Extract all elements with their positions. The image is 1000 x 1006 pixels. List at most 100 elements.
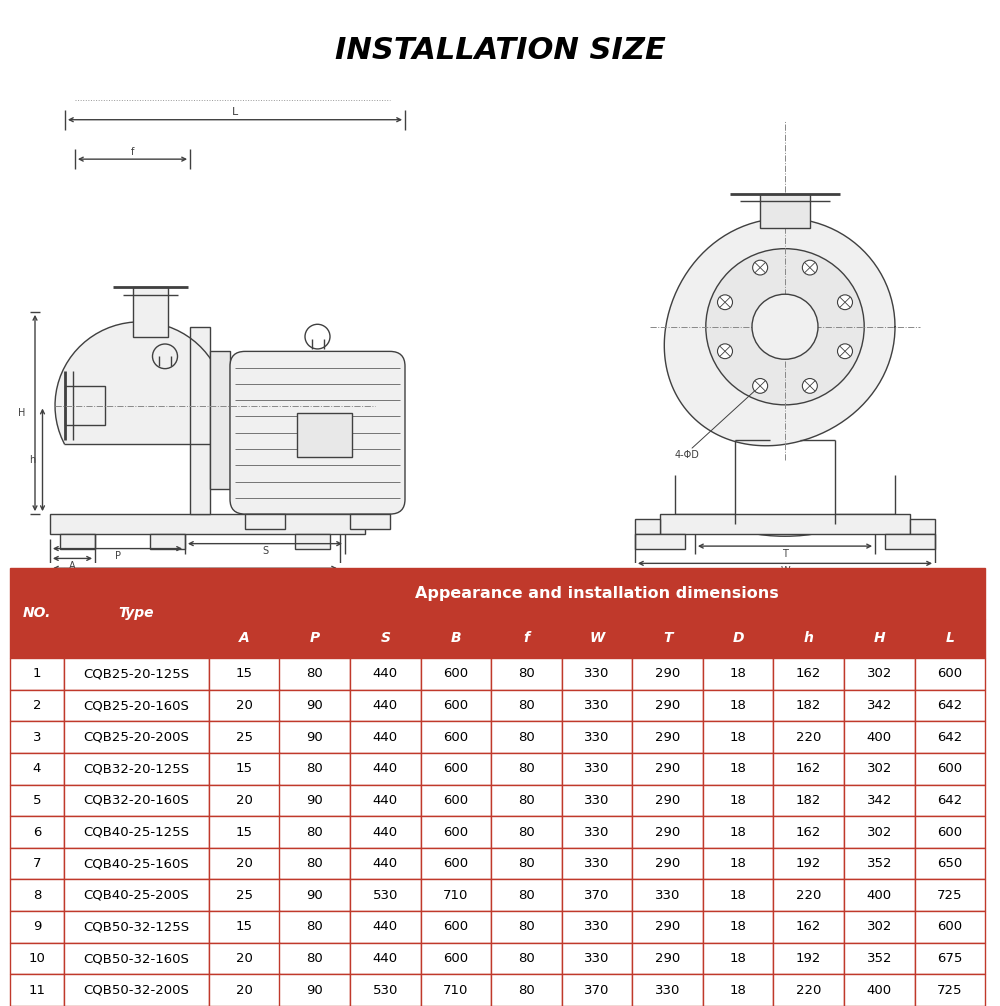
Bar — [491, 658, 562, 690]
Text: 18: 18 — [730, 667, 747, 680]
Text: 352: 352 — [867, 857, 892, 870]
Text: 10: 10 — [29, 952, 45, 965]
Text: 80: 80 — [518, 794, 535, 807]
Text: 675: 675 — [937, 952, 963, 965]
Bar — [915, 879, 985, 911]
Bar — [773, 752, 844, 785]
Bar — [350, 975, 421, 1006]
Bar — [64, 568, 209, 658]
Bar — [10, 752, 64, 785]
Bar — [562, 658, 632, 690]
Text: 15: 15 — [236, 920, 253, 934]
Text: Type: Type — [119, 607, 154, 621]
Text: 4: 4 — [33, 763, 41, 776]
Text: 18: 18 — [730, 763, 747, 776]
Text: INSTALLATION SIZE: INSTALLATION SIZE — [335, 36, 665, 64]
Text: 15: 15 — [236, 763, 253, 776]
Text: 440: 440 — [373, 699, 398, 712]
Bar — [773, 911, 844, 943]
Bar — [279, 848, 350, 879]
Text: H: H — [18, 408, 25, 418]
Bar — [915, 943, 985, 975]
Circle shape — [717, 295, 732, 310]
Text: 18: 18 — [730, 826, 747, 839]
Text: L: L — [232, 108, 238, 118]
Text: f: f — [523, 632, 529, 646]
Text: 650: 650 — [937, 857, 962, 870]
Bar — [491, 848, 562, 879]
Text: 400: 400 — [867, 889, 892, 901]
Text: 600: 600 — [443, 794, 468, 807]
Text: 600: 600 — [443, 952, 468, 965]
Text: 80: 80 — [518, 826, 535, 839]
Text: 290: 290 — [655, 763, 680, 776]
Text: 600: 600 — [443, 667, 468, 680]
Bar — [64, 943, 209, 975]
Text: 220: 220 — [796, 984, 821, 997]
Bar — [350, 879, 421, 911]
Text: CQB40-25-200S: CQB40-25-200S — [84, 889, 189, 901]
Bar — [295, 534, 330, 548]
Text: 342: 342 — [867, 794, 892, 807]
Bar — [491, 619, 562, 658]
Text: 80: 80 — [306, 920, 323, 934]
Text: 290: 290 — [655, 794, 680, 807]
Bar — [632, 752, 703, 785]
Bar — [915, 690, 985, 721]
Bar — [10, 816, 64, 848]
Bar — [64, 785, 209, 816]
Bar — [10, 911, 64, 943]
Bar — [562, 721, 632, 752]
Text: 400: 400 — [867, 730, 892, 743]
Text: 80: 80 — [518, 889, 535, 901]
Bar — [350, 848, 421, 879]
Bar — [350, 752, 421, 785]
Text: 162: 162 — [796, 763, 821, 776]
Text: CQB25-20-160S: CQB25-20-160S — [83, 699, 189, 712]
Text: CQB50-32-200S: CQB50-32-200S — [83, 984, 189, 997]
Text: D: D — [732, 632, 744, 646]
Bar — [491, 911, 562, 943]
Bar — [245, 514, 285, 529]
Text: CQB25-20-200S: CQB25-20-200S — [83, 730, 189, 743]
Bar — [60, 534, 95, 548]
Text: 290: 290 — [655, 667, 680, 680]
Text: W: W — [780, 565, 790, 575]
Text: 370: 370 — [584, 889, 610, 901]
Text: 440: 440 — [373, 763, 398, 776]
Text: 192: 192 — [796, 952, 821, 965]
Bar — [421, 943, 491, 975]
Bar — [915, 975, 985, 1006]
Bar — [421, 619, 491, 658]
Text: 18: 18 — [730, 794, 747, 807]
Bar — [703, 690, 773, 721]
Bar — [562, 690, 632, 721]
Text: h: h — [29, 455, 35, 465]
Text: 600: 600 — [443, 920, 468, 934]
Text: W: W — [589, 632, 605, 646]
Text: B: B — [192, 570, 198, 580]
Bar — [132, 288, 168, 337]
Bar — [64, 690, 209, 721]
Text: 80: 80 — [518, 952, 535, 965]
Bar — [64, 879, 209, 911]
Text: 18: 18 — [730, 889, 747, 901]
Text: 1: 1 — [33, 667, 41, 680]
Bar — [773, 816, 844, 848]
Bar — [421, 690, 491, 721]
Text: 440: 440 — [373, 920, 398, 934]
Bar — [64, 752, 209, 785]
Bar — [703, 619, 773, 658]
Bar — [350, 785, 421, 816]
Bar — [209, 975, 280, 1006]
Text: 440: 440 — [373, 826, 398, 839]
Bar — [209, 911, 280, 943]
Bar — [64, 721, 209, 752]
Bar — [350, 943, 421, 975]
Text: 330: 330 — [584, 952, 610, 965]
Bar — [350, 658, 421, 690]
Text: T: T — [663, 632, 672, 646]
Text: 600: 600 — [937, 763, 962, 776]
Bar — [562, 752, 632, 785]
Text: L: L — [945, 632, 954, 646]
